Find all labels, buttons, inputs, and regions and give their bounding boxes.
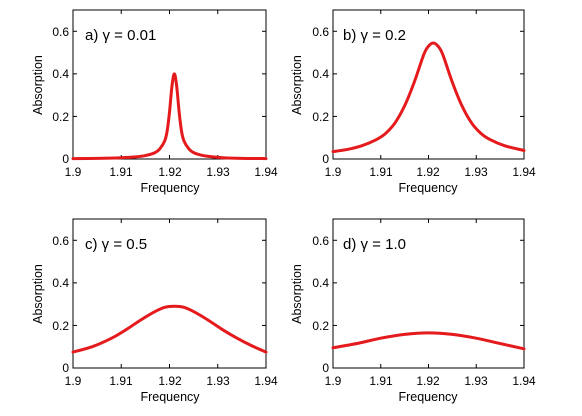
x-tick-label: 1.93	[464, 165, 488, 179]
x-tick-label: 1.94	[254, 374, 278, 388]
y-axis-label: Absorption	[290, 55, 304, 115]
y-tick-label: 0.4	[52, 67, 69, 81]
y-tick-label: 0.6	[52, 234, 69, 248]
x-axis-label: Frequency	[140, 390, 200, 404]
y-tick-label: 0	[322, 361, 329, 375]
y-axis-label: Absorption	[31, 55, 45, 115]
x-tick-label: 1.93	[464, 374, 488, 388]
y-axis-label: Absorption	[290, 264, 304, 324]
x-tick-label: 1.92	[416, 374, 440, 388]
panel-b: b) γ = 0.2 0 0.2 0.4 0.6 1.9 1.91 1.92 1…	[290, 9, 536, 195]
x-tick-label: 1.92	[416, 165, 440, 179]
x-tick-label: 1.9	[65, 374, 82, 388]
series-line	[331, 41, 526, 154]
x-tick-label: 1.91	[369, 165, 393, 179]
x-axis-label: Frequency	[398, 390, 458, 404]
y-tick-label: 0	[62, 361, 69, 375]
x-tick-label: 1.9	[325, 374, 342, 388]
y-tick-label: 0	[322, 152, 329, 166]
tick-marks	[332, 10, 525, 160]
y-tick-label: 0.4	[312, 67, 329, 81]
x-tick-label: 1.93	[206, 374, 230, 388]
y-tick-label: 0.6	[312, 234, 329, 248]
y-tick-label: 0.2	[312, 319, 329, 333]
y-tick-label: 0.4	[312, 276, 329, 290]
y-tick-label: 0.6	[52, 25, 69, 39]
x-tick-label: 1.92	[158, 165, 182, 179]
tick-marks	[332, 219, 525, 369]
panel-title: c) γ = 0.5	[85, 236, 147, 253]
x-tick-label: 1.92	[158, 374, 182, 388]
x-axis-label: Frequency	[398, 181, 458, 195]
series-line	[71, 72, 268, 161]
x-tick-label: 1.9	[325, 165, 342, 179]
panel-d: d) γ = 1.0 0 0.2 0.4 0.6 1.9 1.91 1.92 1…	[290, 218, 536, 404]
x-tick-label: 1.91	[109, 165, 133, 179]
x-axis-label: Frequency	[140, 181, 200, 195]
x-tick-label: 1.93	[206, 165, 230, 179]
x-tick-label: 1.91	[109, 374, 133, 388]
panel-a: a) γ = 0.01 0 0.2 0.4 0.6 1.9 1.91 1.92 …	[31, 9, 278, 195]
tick-marks	[72, 219, 267, 369]
series-line	[331, 331, 526, 351]
panel-c: c) γ = 0.5 0 0.2 0.4 0.6 1.9 1.91 1.92 1…	[31, 218, 278, 404]
y-tick-label: 0.6	[312, 25, 329, 39]
panel-title: b) γ = 0.2	[343, 27, 406, 44]
panel-title: a) γ = 0.01	[85, 27, 156, 44]
y-tick-label: 0	[62, 152, 69, 166]
y-tick-label: 0.2	[52, 110, 69, 124]
x-tick-label: 1.94	[512, 374, 536, 388]
y-tick-label: 0.2	[52, 319, 69, 333]
x-tick-label: 1.94	[254, 165, 278, 179]
series-line	[71, 304, 268, 354]
x-tick-label: 1.9	[65, 165, 82, 179]
panel-title: d) γ = 1.0	[343, 236, 406, 253]
y-tick-label: 0.2	[312, 110, 329, 124]
x-tick-label: 1.94	[512, 165, 536, 179]
x-tick-label: 1.91	[369, 374, 393, 388]
y-axis-label: Absorption	[31, 264, 45, 324]
y-tick-label: 0.4	[52, 276, 69, 290]
